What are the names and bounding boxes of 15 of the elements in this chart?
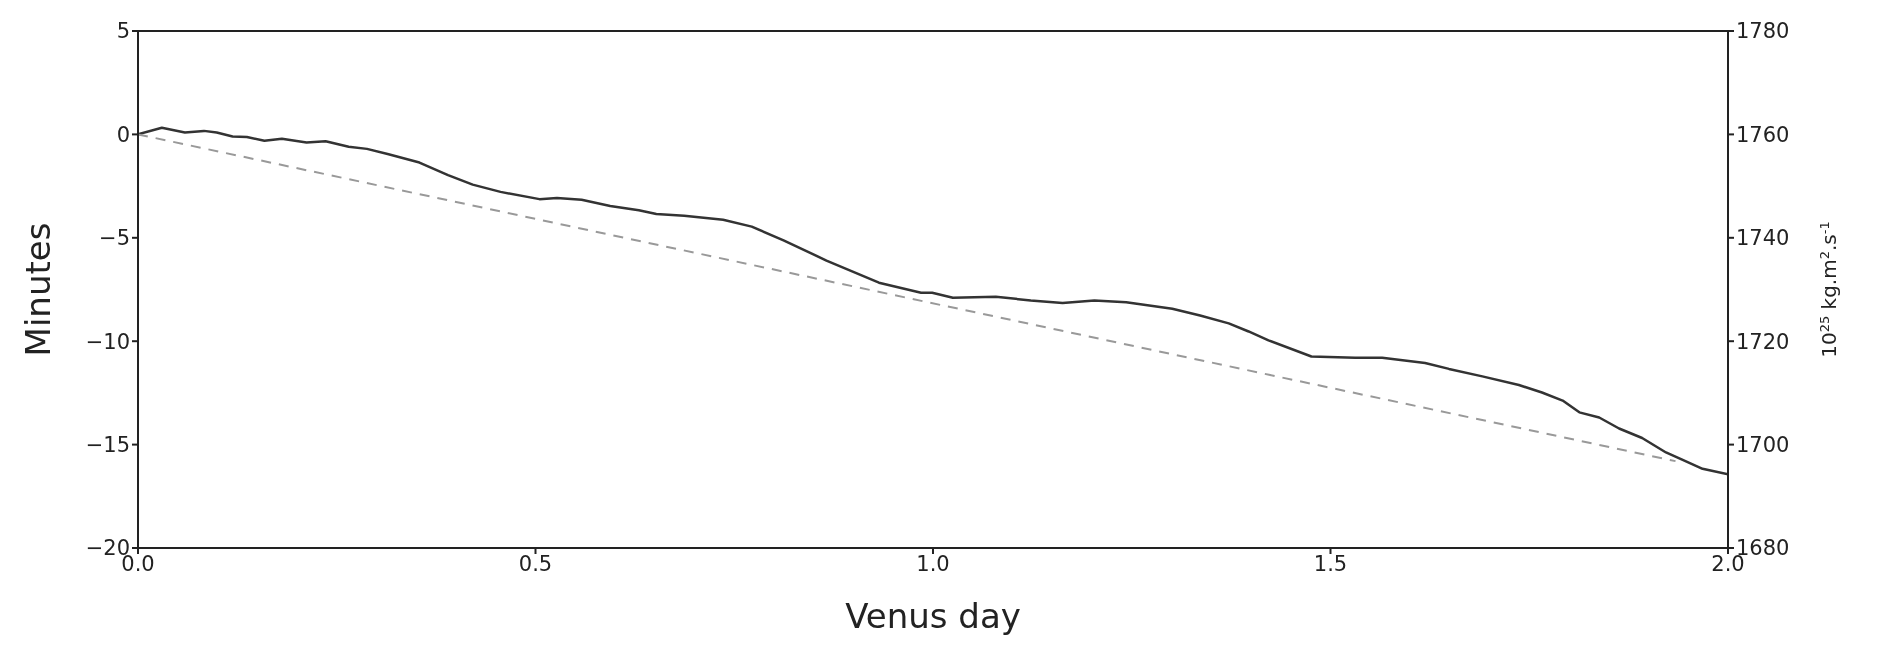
y-tick-label: 0 — [116, 122, 130, 147]
x-tick-label: 1.0 — [916, 551, 950, 576]
y2-tick-label: 1720 — [1736, 329, 1790, 354]
y-axis-title: Minutes — [18, 222, 59, 357]
y-tick-label: −5 — [99, 226, 130, 251]
y-tick-label: −15 — [85, 433, 130, 458]
y2-tick-label: 1760 — [1736, 122, 1790, 147]
x-tick-label: 0.5 — [518, 551, 553, 576]
y2-tick-label: 1780 — [1736, 19, 1790, 44]
x-axis-title: Venus day — [845, 596, 1021, 636]
x-tick-label: 1.5 — [1313, 551, 1348, 576]
y-tick-label: 5 — [116, 19, 130, 44]
y-tick-label: −10 — [85, 329, 130, 354]
y2-tick-label: 1700 — [1736, 433, 1790, 458]
y2-tick-label: 1740 — [1736, 226, 1790, 251]
